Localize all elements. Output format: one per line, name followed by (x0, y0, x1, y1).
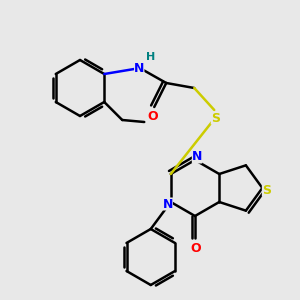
Text: N: N (192, 151, 202, 164)
Text: H: H (146, 52, 155, 62)
Text: O: O (147, 110, 158, 124)
Text: N: N (163, 197, 173, 211)
Text: S: S (211, 112, 220, 124)
Text: S: S (262, 184, 271, 196)
Text: O: O (191, 242, 201, 254)
Text: N: N (134, 61, 144, 74)
